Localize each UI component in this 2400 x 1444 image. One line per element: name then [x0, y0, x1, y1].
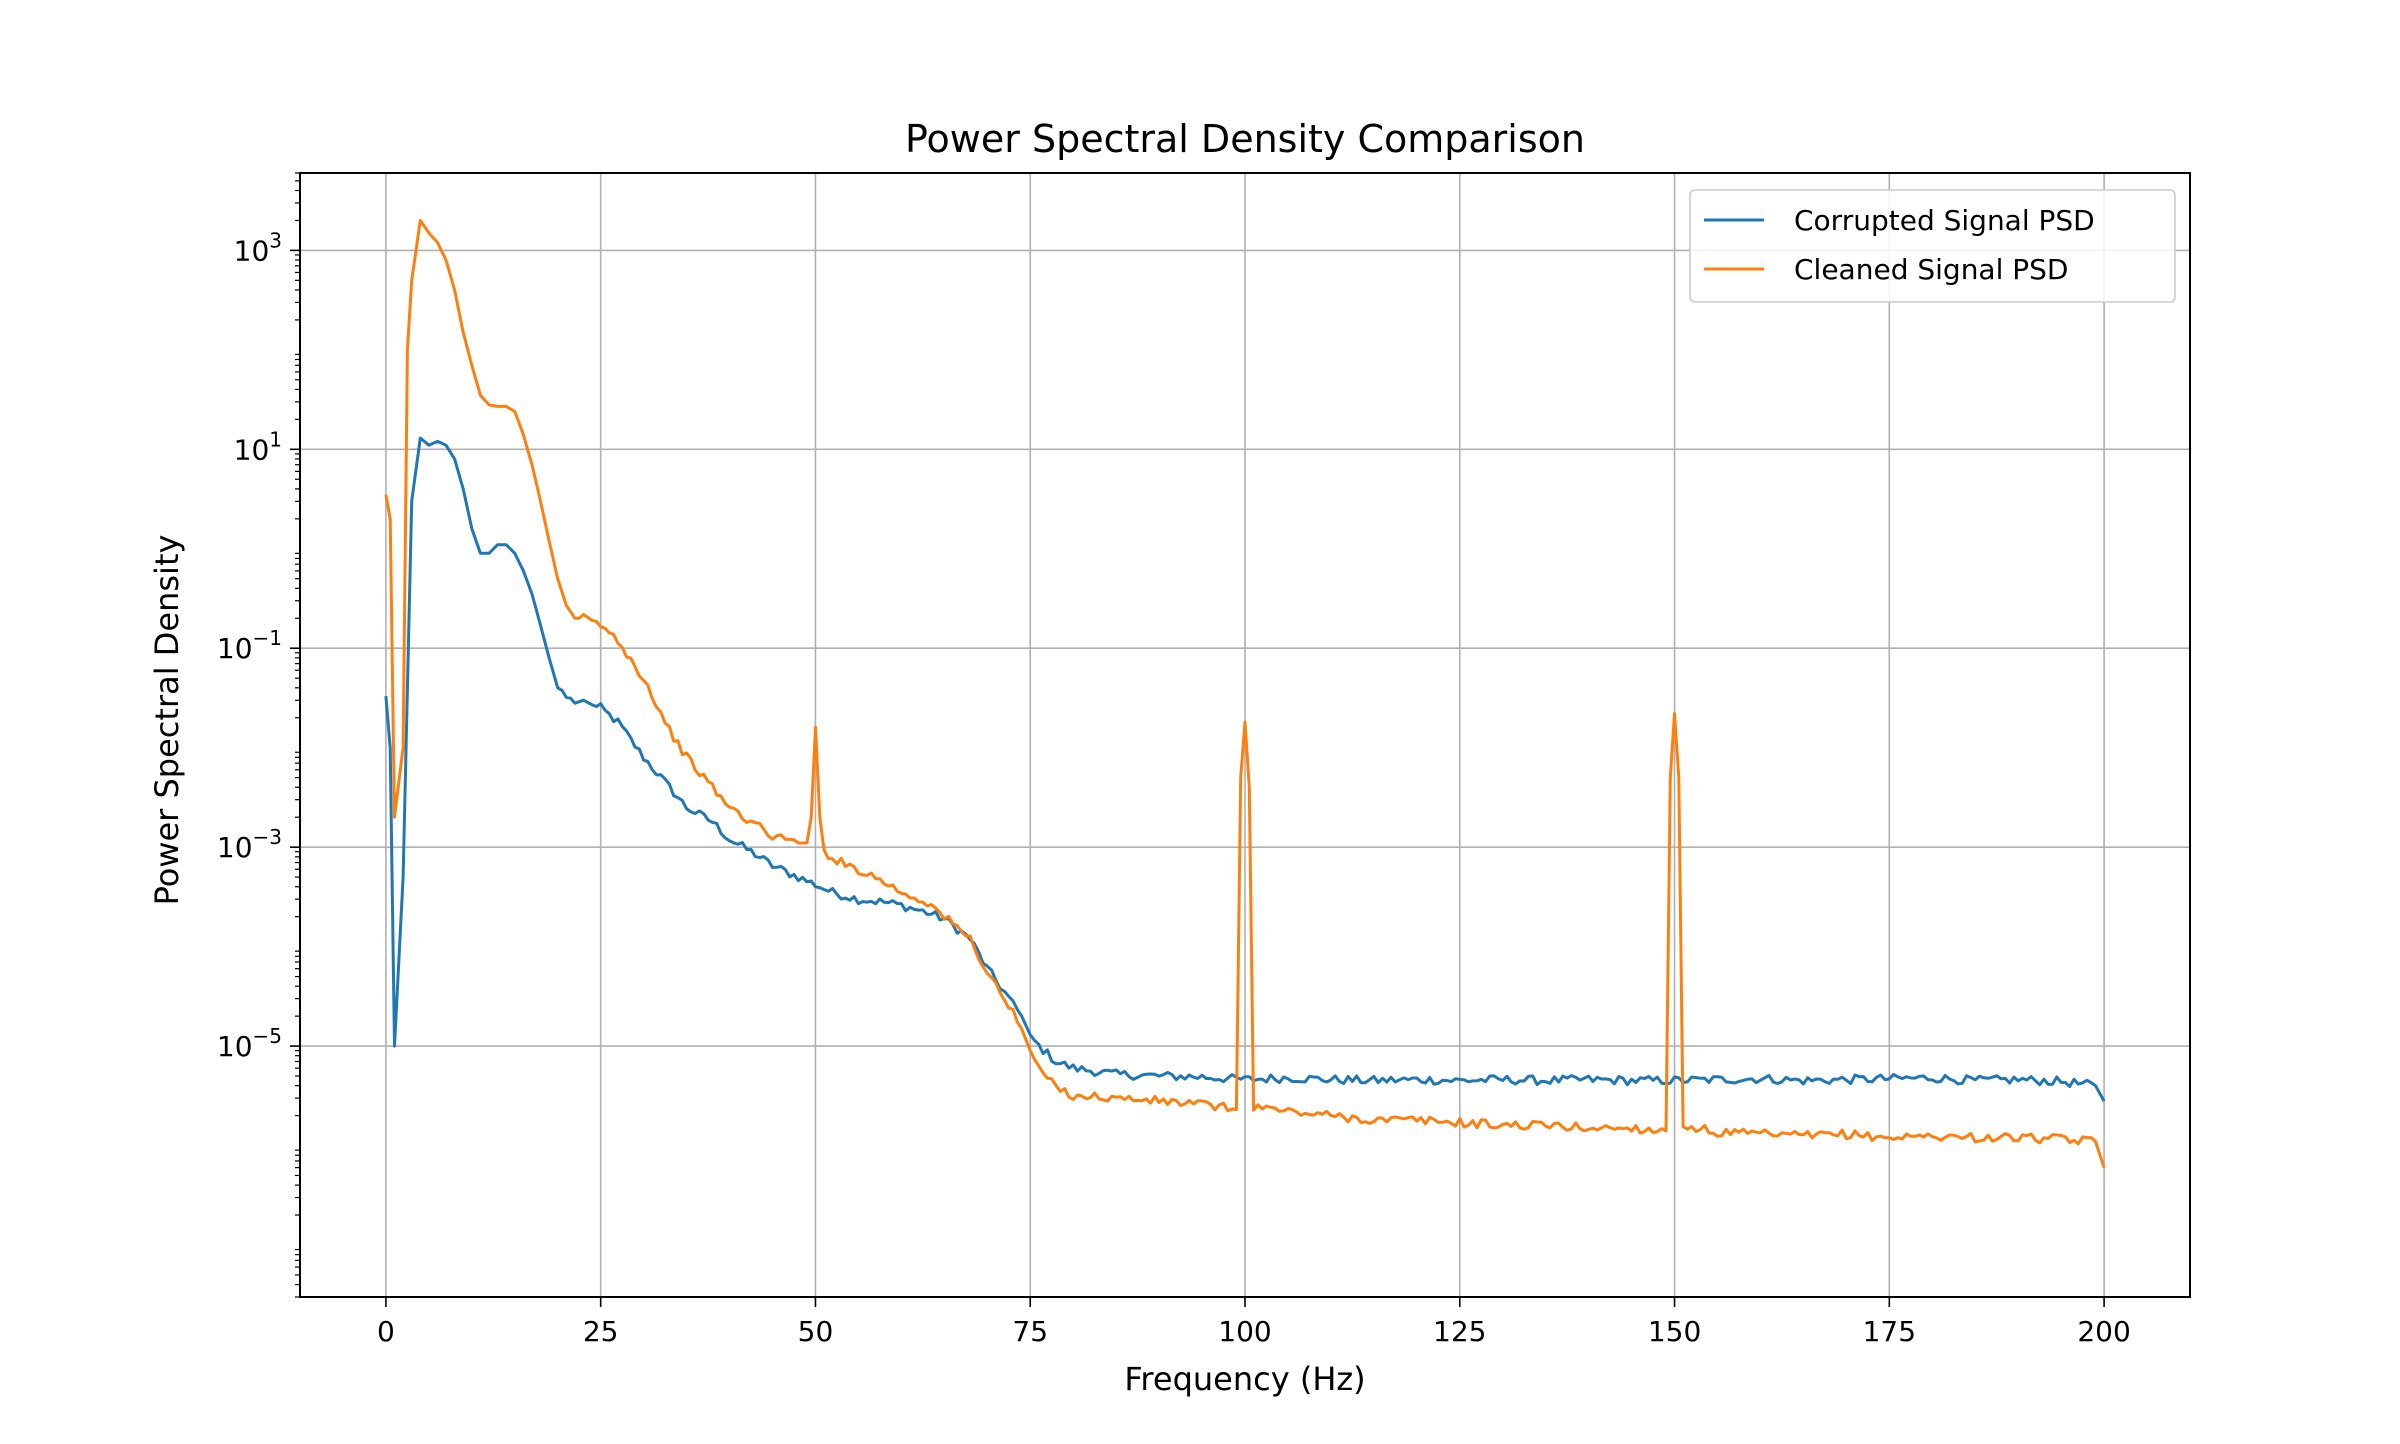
y-axis-label: Power Spectral Density: [148, 535, 186, 906]
y-tick-label: 101: [234, 427, 282, 466]
x-tick-label: 0: [377, 1315, 395, 1348]
legend: Corrupted Signal PSD Cleaned Signal PSD: [1689, 189, 2176, 303]
legend-box: [1689, 189, 2176, 303]
ticks: 0 25 50 75 100 125 150 175 200 10−5 10−3 10−1 101 103: [217, 172, 2131, 1348]
series-line-2: [384, 219, 2106, 1169]
series-line-1: [384, 436, 2106, 1102]
x-tick-label: 150: [1648, 1315, 1701, 1348]
chart-title: Power Spectral Density Comparison: [905, 117, 1585, 161]
y-tick-label: 10−5: [217, 1024, 282, 1063]
y-tick-label: 103: [234, 228, 282, 267]
x-tick-label: 25: [583, 1315, 619, 1348]
x-tick-label: 100: [1218, 1315, 1271, 1348]
y-tick-label: 10−3: [217, 825, 282, 864]
y-tick-label: 10−1: [217, 626, 282, 665]
x-axis-label: Frequency (Hz): [1124, 1360, 1365, 1398]
legend-label: Cleaned Signal PSD: [1794, 253, 2069, 286]
x-tick-label: 125: [1433, 1315, 1486, 1348]
legend-label: Corrupted Signal PSD: [1794, 204, 2095, 237]
x-tick-label: 75: [1012, 1315, 1048, 1348]
x-tick-label: 50: [798, 1315, 834, 1348]
series-lines: [384, 219, 2106, 1169]
x-tick-label: 200: [2077, 1315, 2130, 1348]
x-tick-label: 175: [1863, 1315, 1916, 1348]
